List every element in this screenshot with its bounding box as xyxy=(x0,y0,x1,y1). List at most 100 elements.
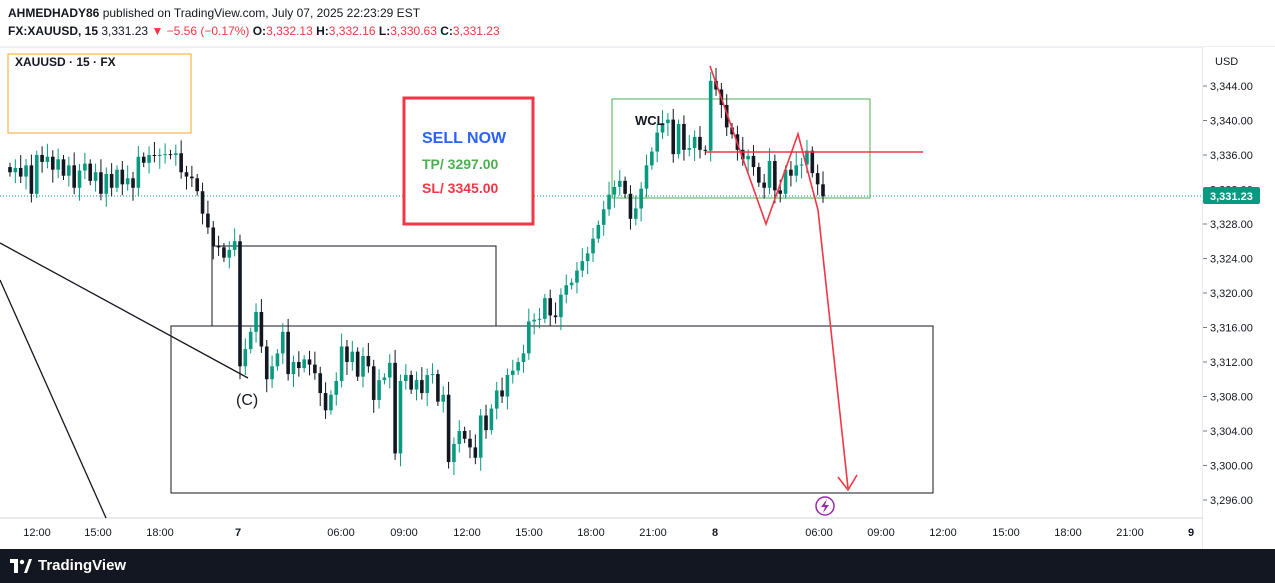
candle-body[interactable] xyxy=(612,186,617,195)
candle-body[interactable] xyxy=(676,123,681,155)
author-name[interactable]: AHMEDHADY86 xyxy=(8,6,100,20)
candle-body[interactable] xyxy=(655,132,659,152)
candle-body[interactable] xyxy=(125,178,130,185)
candle-body[interactable] xyxy=(762,182,766,188)
tradingview-logo[interactable]: TradingView xyxy=(10,557,126,574)
candle-body[interactable] xyxy=(462,431,467,439)
candle-body[interactable] xyxy=(414,380,419,390)
candle-body[interactable] xyxy=(168,154,173,156)
candle-body[interactable] xyxy=(569,282,574,286)
candle-body[interactable] xyxy=(56,159,60,170)
candle-body[interactable] xyxy=(746,155,750,160)
candle-body[interactable] xyxy=(601,209,606,225)
candle-body[interactable] xyxy=(254,311,258,332)
signal-box[interactable] xyxy=(402,96,535,226)
candle-body[interactable] xyxy=(377,380,381,400)
candle-body[interactable] xyxy=(334,380,339,395)
candle-body[interactable] xyxy=(623,180,627,194)
candle-body[interactable] xyxy=(350,351,355,362)
candle-body[interactable] xyxy=(708,80,713,151)
candle-body[interactable] xyxy=(345,346,349,362)
candle-body[interactable] xyxy=(88,163,93,181)
candle-body[interactable] xyxy=(778,190,783,194)
candle-body[interactable] xyxy=(200,191,205,214)
candle-body[interactable] xyxy=(532,319,536,322)
candle-body[interactable] xyxy=(810,150,815,174)
candle-body[interactable] xyxy=(452,443,456,463)
candle-body[interactable] xyxy=(109,173,114,188)
candle-body[interactable] xyxy=(115,169,119,188)
candle-body[interactable] xyxy=(318,373,323,394)
candle-body[interactable] xyxy=(468,438,472,448)
trend-line-upper[interactable] xyxy=(0,242,249,379)
candle-body[interactable] xyxy=(409,374,413,390)
candle-body[interactable] xyxy=(821,184,825,197)
candle-body[interactable] xyxy=(131,178,135,188)
candle-body[interactable] xyxy=(195,178,200,192)
candle-body[interactable] xyxy=(505,374,510,397)
price-axis[interactable] xyxy=(1203,47,1275,549)
candle-body[interactable] xyxy=(393,362,397,454)
candle-body[interactable] xyxy=(692,136,697,149)
wcl-range-box[interactable] xyxy=(611,98,871,199)
candle-body[interactable] xyxy=(45,156,50,162)
candle-body[interactable] xyxy=(323,393,328,411)
candle-body[interactable] xyxy=(730,127,734,135)
candle-body[interactable] xyxy=(264,346,269,380)
candle-body[interactable] xyxy=(13,167,18,173)
candle-body[interactable] xyxy=(789,169,793,176)
candle-body[interactable] xyxy=(387,362,392,378)
candle-body[interactable] xyxy=(232,241,237,250)
trend-line-lower[interactable] xyxy=(0,279,107,519)
legend-box[interactable] xyxy=(7,53,192,134)
candle-body[interactable] xyxy=(484,415,488,431)
candle-body[interactable] xyxy=(24,165,28,177)
candle-body[interactable] xyxy=(740,149,745,160)
candle-body[interactable] xyxy=(93,172,98,181)
candle-body[interactable] xyxy=(773,161,777,191)
candle-body[interactable] xyxy=(77,170,82,188)
projection-path[interactable] xyxy=(709,65,849,489)
candle-body[interactable] xyxy=(29,165,34,194)
candle-body[interactable] xyxy=(799,164,804,166)
candle-body[interactable] xyxy=(190,176,194,179)
candle-body[interactable] xyxy=(67,165,71,176)
candle-body[interactable] xyxy=(141,156,146,163)
candle-body[interactable] xyxy=(270,366,274,380)
candle-body[interactable] xyxy=(404,374,408,381)
candle-body[interactable] xyxy=(510,370,515,375)
candle-body[interactable] xyxy=(473,447,478,458)
candle-body[interactable] xyxy=(650,151,654,166)
candle-body[interactable] xyxy=(607,194,611,210)
candle-body[interactable] xyxy=(275,353,280,367)
candle-body[interactable] xyxy=(687,148,692,150)
candle-body[interactable] xyxy=(280,331,285,354)
candle-body[interactable] xyxy=(227,249,232,258)
candle-body[interactable] xyxy=(666,119,670,124)
candle-body[interactable] xyxy=(815,173,820,185)
candle-body[interactable] xyxy=(559,294,563,318)
candle-body[interactable] xyxy=(286,331,290,375)
candle-body[interactable] xyxy=(617,180,622,187)
candle-body[interactable] xyxy=(628,193,633,219)
candle-body[interactable] xyxy=(206,213,210,228)
candle-body[interactable] xyxy=(420,380,424,394)
candle-body[interactable] xyxy=(157,155,162,156)
candle-body[interactable] xyxy=(516,362,520,371)
candle-body[interactable] xyxy=(147,155,151,163)
candle-body[interactable] xyxy=(120,169,125,185)
candle-body[interactable] xyxy=(794,165,799,176)
candle-body[interactable] xyxy=(591,238,595,254)
candle-body[interactable] xyxy=(238,241,242,367)
candle-body[interactable] xyxy=(382,377,387,381)
candle-body[interactable] xyxy=(355,351,360,377)
candle-body[interactable] xyxy=(543,298,547,319)
candle-body[interactable] xyxy=(767,161,772,188)
candle-body[interactable] xyxy=(174,153,178,155)
candle-body[interactable] xyxy=(248,331,253,350)
candle-body[interactable] xyxy=(61,159,66,176)
candle-body[interactable] xyxy=(580,261,585,271)
candle-body[interactable] xyxy=(639,188,643,209)
candle-body[interactable] xyxy=(136,156,141,188)
candle-body[interactable] xyxy=(430,374,435,376)
